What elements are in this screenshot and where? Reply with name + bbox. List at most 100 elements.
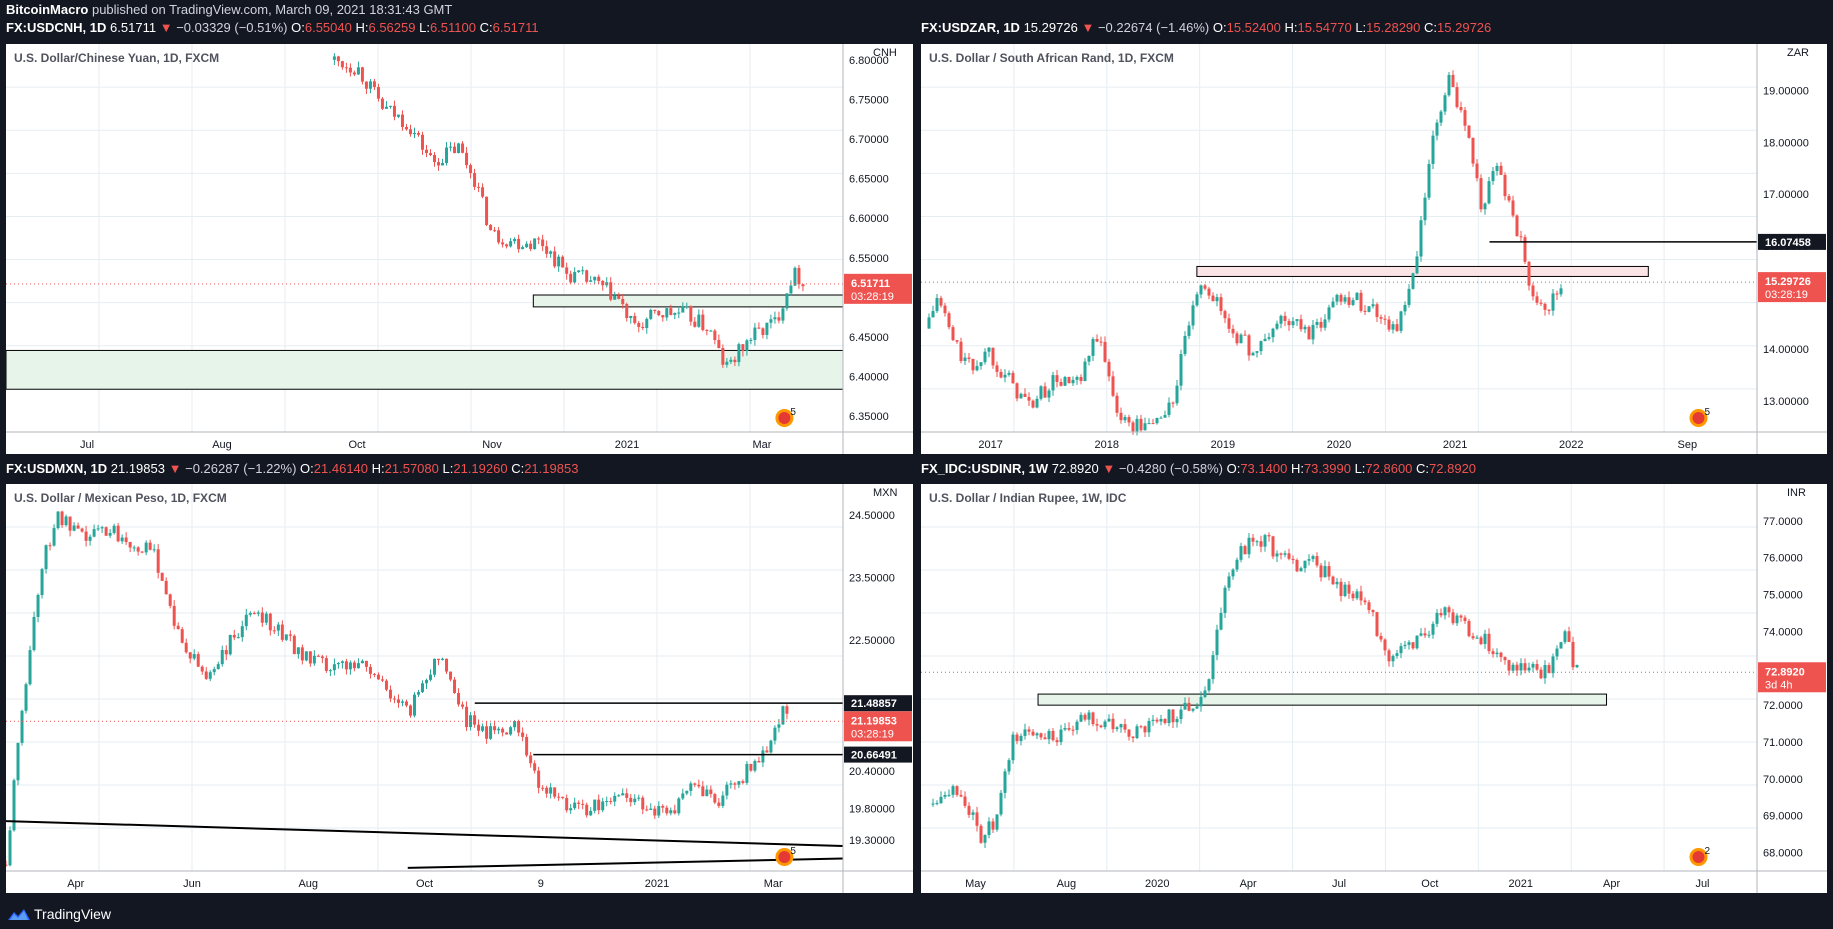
usdzar-chart-svg: 19.0000018.0000017.0000016.0000015.00000… [921, 44, 1827, 454]
candle-body [1451, 612, 1455, 624]
candle-body [224, 650, 228, 655]
candle-body [713, 330, 717, 341]
candle-body [601, 281, 605, 286]
candle-body [1303, 326, 1307, 330]
candle-body [729, 783, 733, 785]
candle-body [1299, 568, 1303, 572]
candle-body [585, 804, 589, 816]
usdcnh-chart-panel[interactable]: 6.80000 6.75000 6.70000 6.65000 6.60000 6.550… [6, 44, 913, 454]
candle-body [1099, 341, 1103, 343]
candle-body [1495, 165, 1499, 172]
candle-body [669, 810, 673, 814]
candle-body [412, 694, 416, 716]
candle-body [1131, 736, 1135, 738]
candle-body [1315, 556, 1319, 566]
x-tick-label: Aug [1057, 878, 1077, 890]
usdzar-change: −0.22674 (−1.46%) [1097, 20, 1210, 35]
usdzar-currency-label: ZAR [1787, 47, 1809, 59]
usdzar-header: FX:USDZAR, 1D 15.29726 ▼ −0.22674 (−1.46… [921, 20, 1492, 35]
candle-body [437, 658, 441, 660]
candle-body [72, 525, 76, 531]
candle-body [433, 155, 437, 163]
candle-body [1067, 727, 1071, 730]
candle-body [1503, 174, 1507, 197]
publisher-author: BitcoinMacro [6, 2, 89, 17]
y-tick-label: 19.30000 [849, 835, 895, 847]
candle-body [416, 132, 420, 135]
footer-brand[interactable]: TradingView [34, 906, 112, 922]
x-tick-label: 2020 [1327, 439, 1351, 451]
x-tick-label: Aug [212, 439, 232, 451]
candle-body [1551, 656, 1555, 674]
candle-body [1067, 376, 1071, 384]
usdzar-countdown: 03:28:19 [1765, 289, 1808, 301]
candle-body [280, 624, 284, 640]
usdcnh-close: 6.51711 [492, 20, 539, 35]
candle-body [481, 187, 485, 197]
usdmxn-chart-panel[interactable]: 24.50000 23.50000 22.50000 20.40000 19.80000… [6, 484, 913, 893]
candle-body [1283, 553, 1287, 555]
candle-body [1091, 712, 1095, 725]
candle-body [1355, 591, 1359, 599]
candle-body [701, 786, 705, 797]
candle-body [6, 864, 8, 866]
candle-body [1235, 559, 1239, 570]
candle-body [1447, 607, 1451, 613]
candle-body [773, 727, 777, 741]
candle-body [176, 625, 180, 630]
candle-body [1291, 321, 1295, 326]
candle-body [1543, 303, 1547, 310]
candle-body [384, 680, 388, 690]
candle-body [979, 825, 983, 843]
candle-body [332, 56, 336, 60]
candle-body [252, 613, 256, 615]
usdinr-title: U.S. Dollar / Indian Rupee, 1W, IDC [929, 491, 1127, 505]
usdinr-countdown: 3d 4h [1765, 679, 1793, 691]
candle-body [553, 251, 557, 267]
candle-body [1179, 354, 1183, 386]
x-tick-label: 2018 [1095, 439, 1119, 451]
candle-body [1243, 546, 1247, 555]
candle-body [356, 67, 360, 75]
candle-body [689, 783, 693, 791]
candle-body [943, 305, 947, 314]
candle-body [420, 683, 424, 693]
candle-body [1003, 771, 1007, 793]
usdzar-level-tag [1758, 233, 1826, 250]
candle-body [601, 801, 605, 811]
candle-body [1063, 376, 1067, 386]
candle-body [360, 67, 364, 82]
tradingview-logo-icon[interactable] [8, 908, 30, 920]
candle-body [1451, 74, 1455, 88]
candle-body [256, 612, 260, 614]
candle-body [541, 239, 545, 247]
candle-body [1211, 655, 1215, 680]
candle-body [649, 808, 653, 810]
candle-body [1539, 302, 1543, 304]
candle-body [1307, 559, 1311, 561]
candle-body [641, 797, 645, 810]
candle-body [300, 647, 304, 661]
usdzar-chart-panel[interactable]: 19.0000018.0000017.0000016.0000015.00000… [921, 44, 1827, 454]
candle-body [777, 724, 781, 728]
candle-body [1275, 553, 1279, 557]
candle-body [56, 511, 60, 529]
candle-body [573, 802, 577, 809]
candle-body [449, 671, 453, 680]
candle-body [16, 742, 20, 781]
candle-body [1383, 318, 1387, 320]
candle-body [1343, 297, 1347, 302]
candle-body [52, 528, 56, 546]
usdzar-title: U.S. Dollar / South African Rand, 1D, FX… [929, 51, 1174, 65]
candle-body [296, 647, 300, 655]
candle-body [336, 662, 340, 665]
candle-body [461, 143, 465, 153]
candle-body [1415, 635, 1419, 649]
usdinr-arrow-icon: ▼ [1102, 461, 1116, 476]
candle-body [1259, 341, 1263, 352]
usdcnh-symbol: FX:USDCNH, 1D [6, 20, 107, 35]
candle-body [1459, 107, 1463, 111]
usdinr-chart-panel[interactable]: 77.000076.000075.000074.000073.000072.00… [921, 484, 1827, 893]
usdzar-events-count: 5 [1704, 407, 1710, 418]
candle-body [537, 238, 541, 240]
